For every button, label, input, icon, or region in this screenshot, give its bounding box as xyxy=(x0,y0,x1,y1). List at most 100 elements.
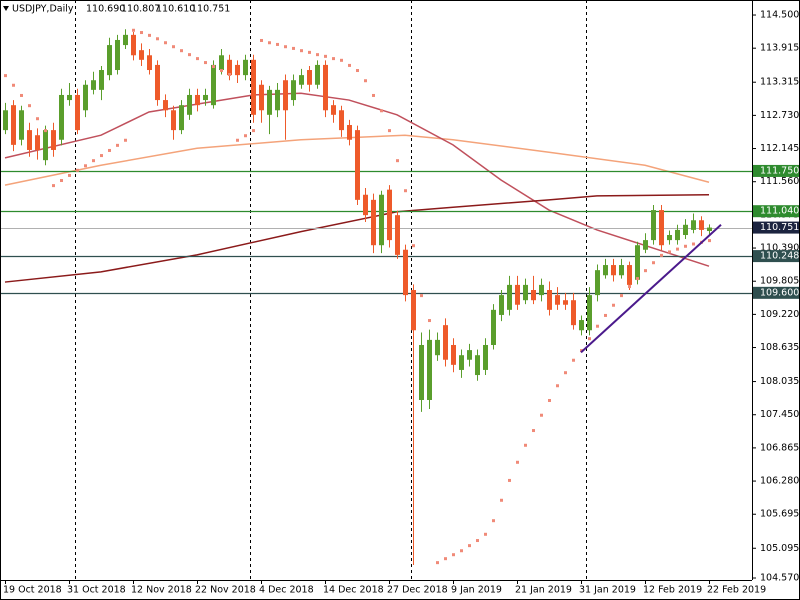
sar-dot xyxy=(12,83,15,87)
sar-dot xyxy=(604,313,607,317)
sar-dot xyxy=(68,173,71,177)
x-tick-label: 9 Jan 2019 xyxy=(451,585,502,596)
candle-body xyxy=(443,325,448,360)
x-tick-label: 31 Jan 2019 xyxy=(579,585,636,596)
candle-body xyxy=(387,189,392,241)
candle-body xyxy=(459,355,464,370)
x-tick-label: 14 Dec 2018 xyxy=(323,585,384,596)
candle-body xyxy=(347,125,352,140)
x-tick-label: 31 Oct 2018 xyxy=(67,585,126,596)
candle-body xyxy=(59,94,64,140)
candle-body xyxy=(515,284,520,305)
sar-dot xyxy=(292,46,295,50)
candle-body xyxy=(139,50,144,60)
candle-body xyxy=(299,75,304,85)
level-label-box xyxy=(753,205,799,218)
sar-dot xyxy=(412,244,415,248)
candle-body xyxy=(211,64,216,106)
level-label-box xyxy=(753,286,799,299)
candle-body xyxy=(307,70,312,85)
sar-dot xyxy=(84,164,87,168)
close-label: 110.751 xyxy=(191,4,230,15)
candle-body xyxy=(547,290,552,310)
sar-dot xyxy=(524,443,527,447)
sar-dot xyxy=(684,244,687,248)
high-label: 110.807 xyxy=(121,4,160,15)
sar-dot xyxy=(100,154,103,158)
candle-body xyxy=(531,290,536,301)
sar-dot xyxy=(268,41,271,45)
candle-body xyxy=(235,64,240,76)
x-tick-label: 19 Oct 2018 xyxy=(3,585,62,596)
candle-body xyxy=(275,89,280,111)
sar-dot xyxy=(364,79,367,83)
current-price-box xyxy=(753,221,799,234)
candle-body xyxy=(267,89,272,115)
candle-body xyxy=(75,94,80,131)
candle-body xyxy=(83,84,88,111)
level-label-box xyxy=(753,164,799,177)
candle-body xyxy=(707,227,712,232)
sar-dot xyxy=(124,138,127,142)
x-tick-label: 12 Nov 2018 xyxy=(131,585,192,596)
candle-body xyxy=(563,300,568,305)
x-tick-label: 12 Feb 2019 xyxy=(643,585,702,596)
candle-body xyxy=(147,55,152,71)
candle-body xyxy=(219,55,224,71)
indicator-line xyxy=(4,134,710,186)
sar-dot xyxy=(332,57,335,61)
sar-dot xyxy=(620,294,623,298)
sar-dot xyxy=(188,53,191,57)
low-label: 110.610 xyxy=(156,4,195,15)
sar-dot xyxy=(140,31,143,35)
candle-body xyxy=(603,265,608,276)
sar-dot xyxy=(340,58,343,62)
candle-body xyxy=(163,100,168,111)
sar-dot xyxy=(692,242,695,246)
y-tick-label: 111.560 xyxy=(760,176,799,187)
sar-dot xyxy=(612,303,615,307)
y-tick-label: 108.635 xyxy=(760,342,799,353)
sar-dot xyxy=(36,117,39,121)
candle-body xyxy=(363,194,368,216)
sar-dot xyxy=(508,478,511,482)
sar-dot xyxy=(4,74,7,78)
y-tick-label: 104.570 xyxy=(760,573,799,584)
y-tick-label: 113.915 xyxy=(760,43,799,54)
sar-dot xyxy=(44,129,47,133)
candle-body xyxy=(659,210,664,246)
candle-body xyxy=(403,249,408,296)
sar-dot xyxy=(540,413,543,417)
candle-body xyxy=(467,350,472,360)
candle-body xyxy=(595,270,600,296)
sar-dot xyxy=(148,33,151,37)
candle-body xyxy=(427,339,432,400)
y-tick-label: 113.315 xyxy=(760,77,799,88)
candle-body xyxy=(187,94,192,115)
sar-dot xyxy=(212,65,215,69)
sar-dot xyxy=(628,285,631,289)
sar-dot xyxy=(20,93,23,97)
sar-dot xyxy=(308,50,311,54)
candle-body xyxy=(51,130,56,150)
sar-dot xyxy=(500,498,503,502)
sar-dot xyxy=(284,45,287,49)
candle-body xyxy=(11,105,16,145)
candle-body xyxy=(643,240,648,250)
candle-body xyxy=(699,220,704,230)
y-tick-label: 112.730 xyxy=(760,110,799,121)
indicator-line xyxy=(580,224,722,354)
sar-dot xyxy=(380,109,383,113)
candle-body xyxy=(411,290,416,331)
candle-body xyxy=(251,59,256,115)
sar-dot xyxy=(204,61,207,65)
sar-dot xyxy=(60,179,63,183)
candle-body xyxy=(19,110,24,140)
y-tick-label: 105.695 xyxy=(760,509,799,520)
plot xyxy=(0,28,752,565)
candle-body xyxy=(203,94,208,101)
candle-body xyxy=(123,34,128,46)
sar-dot xyxy=(588,337,591,341)
candle-body xyxy=(539,284,544,296)
